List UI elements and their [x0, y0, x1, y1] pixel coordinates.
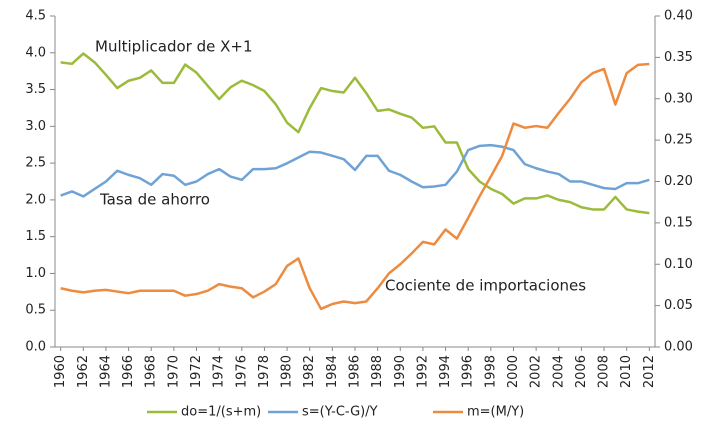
- y-tick-label: 3.0: [25, 119, 46, 134]
- x-tick-label: 1960: [53, 355, 68, 388]
- legend-label: s=(Y-C-G)/Y: [302, 405, 378, 420]
- y2-tick-label: 0.30: [664, 91, 693, 106]
- annotation: Tasa de ahorro: [99, 191, 210, 209]
- y-tick-label: 4.5: [25, 9, 46, 24]
- y-tick-label: 0.5: [25, 303, 46, 318]
- x-tick-label: 1978: [257, 355, 272, 388]
- y2-tick-label: 0.40: [664, 9, 693, 24]
- y2-tick-label: 0.15: [664, 215, 693, 230]
- y-tick-label: 0.0: [25, 340, 46, 355]
- y-tick-label: 1.5: [25, 229, 46, 244]
- y2-tick-label: 0.25: [664, 133, 693, 148]
- x-tick-label: 1964: [98, 355, 113, 388]
- x-tick-label: 1968: [144, 355, 159, 388]
- x-tick-label: 1972: [189, 355, 204, 388]
- x-tick-label: 1986: [348, 355, 363, 388]
- x-tick-label: 2012: [642, 355, 657, 388]
- annotation: Cociente de importaciones: [385, 277, 586, 295]
- y2-tick-label: 0.10: [664, 257, 693, 272]
- x-tick-label: 1984: [325, 355, 340, 388]
- x-tick-label: 1998: [483, 355, 498, 388]
- x-tick-label: 2004: [551, 355, 566, 388]
- series-line: [60, 52, 650, 215]
- x-tick-label: 1980: [280, 355, 295, 388]
- y-tick-label: 2.0: [25, 192, 46, 207]
- x-tick-label: 1966: [121, 355, 136, 388]
- x-tick-label: 2008: [597, 355, 612, 388]
- y2-tick-label: 0.20: [664, 174, 693, 189]
- x-tick-label: 1996: [461, 355, 476, 388]
- y-tick-label: 2.5: [25, 156, 46, 171]
- x-tick-label: 2000: [506, 355, 521, 388]
- x-tick-label: 1988: [370, 355, 385, 388]
- legend-label: m=(M/Y): [467, 405, 524, 420]
- series-line: [60, 143, 650, 198]
- x-tick-label: 1990: [393, 355, 408, 388]
- annotation: Multiplicador de X+1: [95, 38, 253, 56]
- y-tick-label: 4.0: [25, 45, 46, 60]
- x-tick-label: 1962: [76, 355, 91, 388]
- x-tick-label: 1974: [212, 355, 227, 388]
- x-tick-label: 2010: [619, 355, 634, 388]
- x-tick-label: 1976: [234, 355, 249, 388]
- x-tick-label: 2002: [529, 355, 544, 388]
- legend-label: do=1/(s+m): [181, 405, 261, 420]
- series-line: [60, 62, 650, 311]
- x-tick-label: 1994: [438, 355, 453, 388]
- y2-tick-label: 0.35: [664, 50, 693, 65]
- x-tick-label: 2006: [574, 355, 589, 388]
- y2-tick-label: 0.00: [664, 340, 693, 355]
- y2-tick-label: 0.05: [664, 298, 693, 313]
- x-tick-label: 1970: [166, 355, 181, 388]
- x-tick-label: 1992: [415, 355, 430, 388]
- x-tick-label: 1982: [302, 355, 317, 388]
- y-tick-label: 1.0: [25, 266, 46, 281]
- y-tick-label: 3.5: [25, 82, 46, 97]
